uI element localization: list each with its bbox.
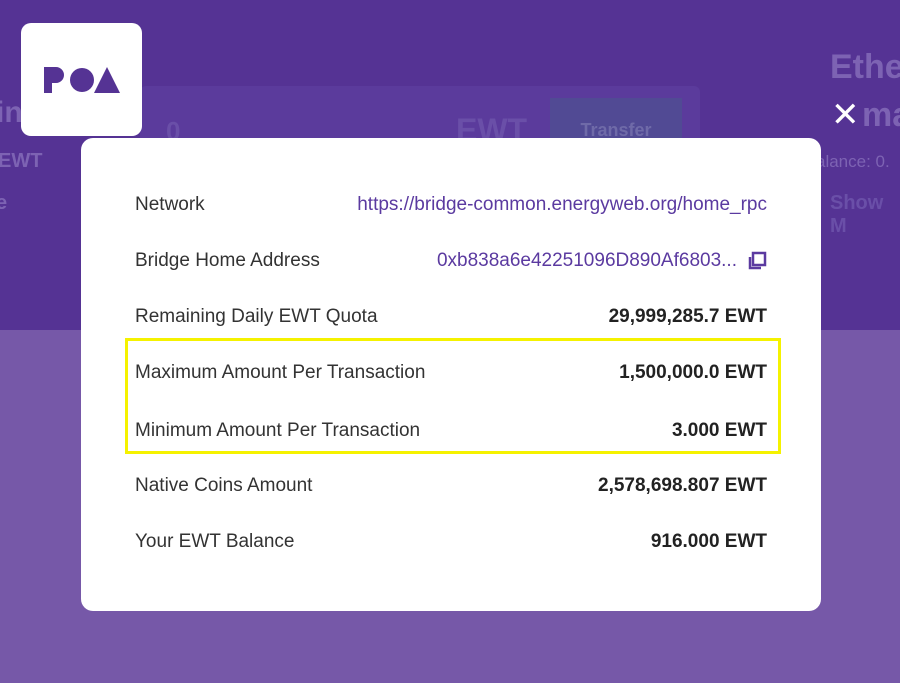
label: Maximum Amount Per Transaction bbox=[135, 362, 426, 383]
row-native-coins: Native Coins Amount 2,578,698.807 EWT bbox=[135, 475, 767, 497]
value: 3.000 EWT bbox=[671, 420, 767, 441]
poa-logo bbox=[21, 23, 142, 136]
row-daily-quota: Remaining Daily EWT Quota 29,999,285.7 E… bbox=[135, 306, 767, 328]
value: 1,500,000.0 EWT bbox=[619, 362, 767, 383]
copy-icon[interactable] bbox=[747, 251, 767, 271]
close-icon[interactable]: ✕ bbox=[831, 96, 860, 134]
row-bridge-address: Bridge Home Address 0xb838a6e42251096D89… bbox=[135, 250, 767, 272]
bridge-address-link[interactable]: 0xb838a6e42251096D890Af6803... bbox=[436, 250, 737, 271]
row-min-amount: Minimum Amount Per Transaction 3.000 EWT bbox=[135, 420, 767, 442]
row-balance: Your EWT Balance 916.000 EWT bbox=[135, 531, 767, 553]
value: 29,999,285.7 EWT bbox=[608, 306, 767, 327]
bg-text: Ethe bbox=[830, 48, 900, 86]
value: 916.000 EWT bbox=[650, 531, 767, 552]
label: Minimum Amount Per Transaction bbox=[135, 420, 421, 441]
label: Bridge Home Address bbox=[135, 250, 320, 271]
row-max-amount: Maximum Amount Per Transaction 1,500,000… bbox=[135, 362, 767, 384]
bg-text: alance: 0. bbox=[816, 152, 890, 171]
bg-text: e bbox=[0, 192, 8, 214]
row-network: Network https://bridge-common.energyweb.… bbox=[135, 194, 767, 216]
bg-text: in bbox=[0, 96, 23, 129]
label: Your EWT Balance bbox=[135, 531, 295, 552]
network-link[interactable]: https://bridge-common.energyweb.org/home… bbox=[357, 194, 767, 215]
bg-text: EWT bbox=[0, 150, 43, 172]
poa-logo-icon bbox=[43, 66, 120, 93]
label: Network bbox=[135, 194, 205, 215]
label: Remaining Daily EWT Quota bbox=[135, 306, 378, 327]
bridge-info-modal: Network https://bridge-common.energyweb.… bbox=[81, 138, 821, 611]
label: Native Coins Amount bbox=[135, 475, 313, 496]
value: 2,578,698.807 EWT bbox=[598, 475, 767, 496]
highlight-box bbox=[125, 338, 781, 454]
bg-text: ma bbox=[862, 96, 900, 134]
bg-text: Show M bbox=[830, 192, 884, 237]
